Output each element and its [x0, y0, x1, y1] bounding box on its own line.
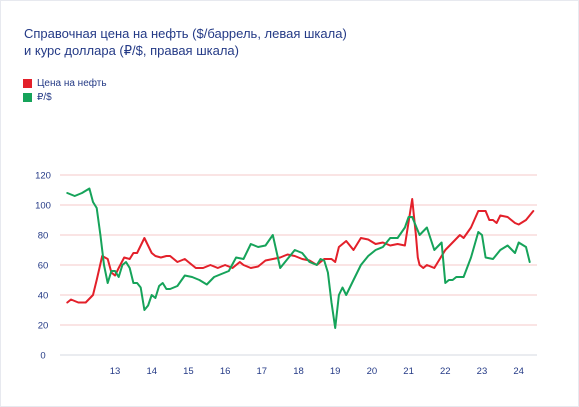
- y-tick-label: 0: [40, 351, 45, 362]
- x-tick-label: 22: [440, 366, 451, 377]
- y-tick-label: 20: [38, 321, 49, 332]
- x-tick-label: 16: [220, 366, 231, 377]
- x-tick-label: 20: [367, 366, 378, 377]
- y-tick-label: 60: [38, 261, 49, 272]
- x-tick-label: 13: [110, 366, 121, 377]
- legend-label-oil: Цена на нефть: [37, 77, 107, 89]
- y-tick-label: 120: [35, 171, 51, 182]
- x-tick-label: 17: [257, 366, 268, 377]
- legend-swatch-rub: [23, 92, 32, 102]
- chart-legend: Цена на нефть ₽/$: [23, 76, 107, 104]
- legend-item-oil: Цена на нефть: [23, 76, 107, 90]
- y-tick-label: 80: [38, 231, 49, 242]
- series-line-oil: [66, 198, 535, 304]
- x-tick-label: 15: [183, 366, 194, 377]
- x-tick-label: 14: [146, 366, 157, 377]
- chart-title-line-1: Справочная цена на нефть ($/баррель, лев…: [24, 26, 347, 41]
- y-tick-label: 100: [35, 201, 51, 212]
- legend-label-rub: ₽/$: [37, 91, 52, 103]
- x-tick-label: 24: [513, 366, 524, 377]
- legend-item-rub: ₽/$: [23, 90, 107, 104]
- y-tick-label: 40: [38, 291, 49, 302]
- chart-title-line-2: и курс доллара (₽/$, правая шкала): [24, 43, 239, 58]
- x-tick-label: 18: [293, 366, 304, 377]
- x-tick-label: 23: [477, 366, 488, 377]
- legend-swatch-oil: [23, 78, 32, 88]
- x-tick-label: 19: [330, 366, 341, 377]
- series-line-rub: [66, 187, 531, 329]
- x-tick-label: 21: [403, 366, 414, 377]
- chart-title: Справочная цена на нефть ($/баррель, лев…: [24, 25, 444, 59]
